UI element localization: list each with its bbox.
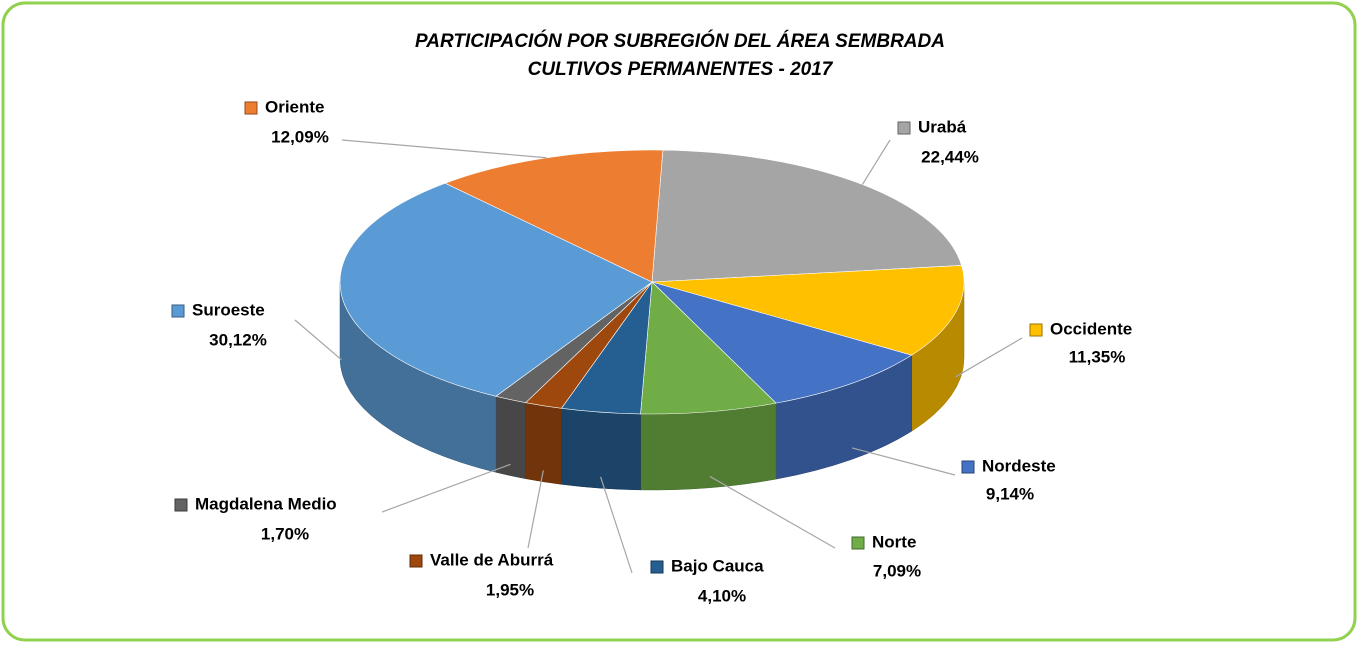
pie-slice	[651, 265, 965, 356]
pie-slice	[640, 281, 777, 415]
legend-marker	[650, 560, 664, 574]
pie-slice	[444, 149, 664, 283]
value-label: 30,12%	[209, 330, 267, 349]
value-label: 1,95%	[486, 580, 534, 599]
leader-line	[381, 463, 511, 513]
leader-line	[861, 139, 891, 185]
category-label: Norte	[872, 532, 916, 551]
leader-line	[341, 139, 547, 159]
category-label: Bajo Cauca	[671, 556, 764, 575]
category-label: Magdalena Medio	[195, 494, 337, 513]
legend-marker	[851, 536, 865, 550]
category-label: Urabá	[918, 117, 967, 136]
value-label: 11,35%	[1069, 347, 1126, 366]
leader-line	[527, 470, 544, 549]
category-label: Occidente	[1050, 319, 1132, 338]
category-label: Nordeste	[982, 456, 1056, 475]
pie-side	[495, 395, 526, 479]
value-label: 22,44%	[921, 147, 979, 166]
leader-line	[294, 319, 342, 361]
value-label: 4,10%	[698, 586, 746, 605]
value-label: 9,14%	[986, 484, 1034, 503]
pie-side	[640, 402, 777, 491]
category-label: Suroeste	[192, 300, 265, 319]
legend-marker	[171, 304, 185, 318]
category-label: Oriente	[265, 97, 325, 116]
pie-slice	[651, 281, 913, 404]
leader-line	[709, 475, 836, 549]
category-label: Valle de Aburrá	[430, 550, 554, 569]
legend-marker	[1029, 323, 1043, 337]
leader-line	[851, 447, 956, 476]
legend-marker	[897, 121, 911, 135]
value-label: 1,70%	[261, 524, 309, 543]
value-label: 12,09%	[271, 127, 329, 146]
pie-slice	[339, 182, 653, 397]
legend-marker	[174, 498, 188, 512]
legend-marker	[961, 460, 975, 474]
chart-subtitle: CULTIVOS PERMANENTES - 2017	[528, 59, 834, 80]
legend-marker	[409, 554, 423, 568]
leader-line	[599, 476, 633, 574]
legend-marker	[244, 101, 258, 115]
chart-title: PARTICIPACIÓN POR SUBREGIÓN DEL ÁREA SEM…	[415, 30, 945, 52]
value-label: 7,09%	[873, 561, 921, 580]
leader-line	[955, 337, 1023, 378]
